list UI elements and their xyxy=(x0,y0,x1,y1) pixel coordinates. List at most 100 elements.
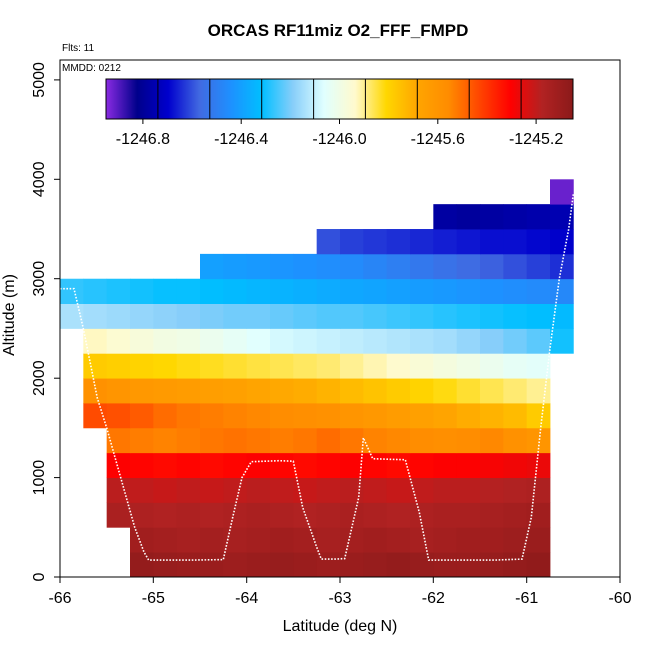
heatmap-cell xyxy=(200,427,224,454)
heatmap-cell xyxy=(480,527,504,553)
heatmap-cell xyxy=(270,378,294,404)
heatmap-cell xyxy=(456,477,481,503)
heatmap-cell xyxy=(200,527,224,553)
heatmap-cell xyxy=(200,502,224,528)
heatmap-cell xyxy=(456,353,481,379)
heatmap-cell xyxy=(386,452,411,478)
heatmap-cell xyxy=(223,328,248,354)
heatmap-cell xyxy=(223,452,248,478)
heatmap-cell xyxy=(293,328,318,354)
heatmap-cell xyxy=(503,253,528,280)
heatmap-cell xyxy=(526,303,551,329)
heatmap-cell xyxy=(223,477,248,503)
heatmap-cell xyxy=(386,328,411,354)
heatmap-cell xyxy=(363,403,388,429)
x-tick-label: -60 xyxy=(608,590,631,607)
heatmap-cell xyxy=(340,427,364,454)
heatmap-cell xyxy=(433,452,458,478)
heatmap-cell xyxy=(433,253,458,280)
heatmap-cell xyxy=(223,502,248,528)
heatmap-cell xyxy=(433,328,458,354)
heatmap-cell xyxy=(153,502,178,528)
heatmap-cell xyxy=(293,378,318,404)
heatmap-cell xyxy=(550,229,574,255)
heatmap-cell xyxy=(106,452,131,478)
heatmap-cell xyxy=(293,253,318,280)
x-tick-label: -65 xyxy=(142,590,165,607)
heatmap-cell xyxy=(480,253,504,280)
heatmap-cell xyxy=(363,353,388,379)
heatmap-cell xyxy=(246,253,271,280)
heatmap-cell xyxy=(270,253,294,280)
heatmap-cell xyxy=(176,378,201,404)
heatmap-cell xyxy=(246,278,271,304)
heatmap-cell xyxy=(293,477,318,503)
heatmap-cell xyxy=(433,477,458,503)
heatmap-cell xyxy=(363,328,388,354)
heatmap-cell xyxy=(223,278,248,304)
x-tick-label: -62 xyxy=(422,590,445,607)
heatmap-cell xyxy=(386,477,411,503)
heatmap-cell xyxy=(410,278,434,304)
heatmap-cell xyxy=(246,378,271,404)
heatmap-cell xyxy=(363,229,388,255)
heatmap-cell xyxy=(316,278,341,304)
heatmap-cell xyxy=(503,229,528,255)
colorbar-gradient xyxy=(105,78,574,120)
heatmap-cell xyxy=(316,303,341,329)
heatmap-cell xyxy=(526,278,551,304)
heatmap-cell xyxy=(340,527,364,553)
heatmap-cell xyxy=(526,502,551,528)
heatmap-cell xyxy=(176,353,201,379)
heatmap-cell xyxy=(106,378,131,404)
heatmap-cell xyxy=(340,253,364,280)
heatmap-cell xyxy=(130,527,154,553)
colorbar-tick-label: -1245.2 xyxy=(509,131,563,148)
heatmap-cell xyxy=(130,328,154,354)
heatmap-cell xyxy=(363,527,388,553)
heatmap-cell xyxy=(433,353,458,379)
heatmap-cell xyxy=(176,477,201,503)
heatmap-cell xyxy=(270,552,294,578)
heatmap-cell xyxy=(316,477,341,503)
heatmap-cell xyxy=(316,353,341,379)
heatmap-cell xyxy=(60,278,84,304)
heatmap-cell xyxy=(503,502,528,528)
heatmap-cell xyxy=(176,403,201,429)
heatmap-cell xyxy=(386,253,411,280)
heatmap-cell xyxy=(456,378,481,404)
heatmap-cell xyxy=(200,477,224,503)
heatmap-cell xyxy=(223,378,248,404)
heatmap-cell xyxy=(270,278,294,304)
heatmap-cell xyxy=(340,328,364,354)
colorbar: -1246.8 -1246.4 -1246.0 -1245.6 -1245.2 xyxy=(105,78,574,148)
heatmap-cell xyxy=(223,353,248,379)
heatmap-cell xyxy=(526,403,551,429)
heatmap-cell xyxy=(83,278,108,304)
heatmap-cell xyxy=(480,502,504,528)
heatmap-cell xyxy=(246,328,271,354)
flight-track-line xyxy=(60,194,575,561)
heatmap-cell xyxy=(433,229,458,255)
heatmap-cell xyxy=(106,303,131,329)
heatmap-cell xyxy=(410,378,434,404)
heatmap-cell xyxy=(340,303,364,329)
heatmap-cell xyxy=(480,403,504,429)
heatmap-cell xyxy=(410,527,434,553)
heatmap-cell xyxy=(363,303,388,329)
heatmap-cell xyxy=(550,303,574,329)
heatmap-cell xyxy=(130,353,154,379)
heatmap-cell xyxy=(386,229,411,255)
heatmap-cell xyxy=(200,403,224,429)
heatmap-cell xyxy=(293,303,318,329)
heatmap-cell xyxy=(316,403,341,429)
heatmap-cell xyxy=(550,278,574,304)
heatmap-cell xyxy=(130,477,154,503)
heatmap-cell xyxy=(526,527,551,553)
heatmap-cell xyxy=(480,427,504,454)
heatmap-cell xyxy=(503,353,528,379)
heatmap-cell xyxy=(456,427,481,454)
heatmap-cell xyxy=(386,502,411,528)
heatmap-cell xyxy=(386,427,411,454)
